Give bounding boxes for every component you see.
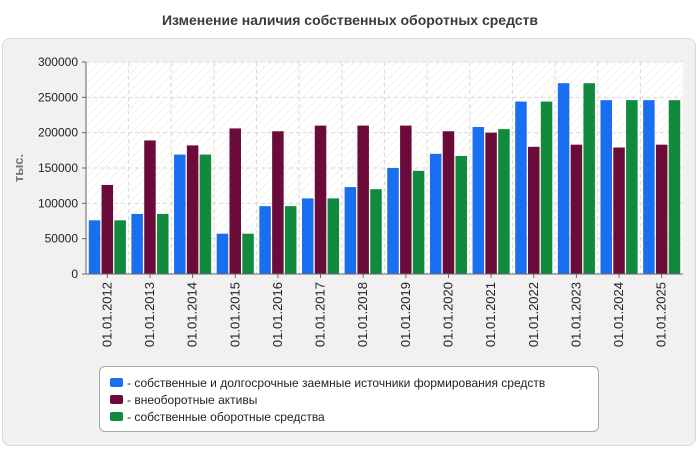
- bar-series-2-01.01.2020: [455, 155, 468, 274]
- legend-item-working-capital: - собственные оборотные средства: [110, 408, 598, 425]
- x-tick-label: 01.01.2012: [99, 282, 114, 347]
- x-tick-label: 01.01.2016: [270, 282, 285, 347]
- bar-series-2-01.01.2023: [583, 83, 595, 274]
- bar-series-0-01.01.2016: [259, 206, 271, 274]
- bar-series-2-01.01.2013: [157, 213, 169, 274]
- legend-item-noncurrent-assets: - внеоборотные активы: [110, 391, 598, 408]
- bar-series-2-01.01.2012: [114, 220, 126, 274]
- bar-series-1-01.01.2022: [528, 146, 540, 274]
- chart-title: Изменение наличия собственных оборотных …: [161, 12, 539, 28]
- legend-label-sources: - собственные и долгосрочные заемные ист…: [127, 375, 546, 390]
- bar-series-2-01.01.2022: [540, 101, 553, 274]
- x-tick-label: 01.01.2013: [142, 282, 157, 347]
- bar-series-2-01.01.2015: [242, 233, 254, 274]
- bar-series-1-01.01.2023: [570, 144, 583, 274]
- bar-series-1-01.01.2014: [186, 145, 199, 274]
- x-tick-label: 01.01.2025: [654, 282, 669, 347]
- y-tick-label: 300000: [38, 55, 78, 69]
- bar-series-0-01.01.2024: [600, 100, 612, 274]
- x-tick-label: 01.01.2021: [483, 282, 498, 347]
- y-axis-title: тыс.: [11, 154, 26, 182]
- bar-series-1-01.01.2016: [272, 131, 284, 274]
- bar-series-0-01.01.2025: [643, 100, 655, 274]
- bar-series-1-01.01.2012: [101, 184, 114, 274]
- legend-swatch-sources: [110, 378, 123, 387]
- bar-series-2-01.01.2021: [498, 129, 510, 274]
- legend-label-noncurrent-assets: - внеоборотные активы: [127, 392, 258, 407]
- bar-series-2-01.01.2017: [327, 198, 340, 274]
- bar-series-2-01.01.2019: [412, 170, 425, 274]
- bar-series-2-01.01.2018: [370, 189, 382, 274]
- bar-series-2-01.01.2025: [668, 100, 681, 274]
- bar-series-1-01.01.2018: [357, 125, 369, 274]
- legend-swatch-working-capital: [110, 412, 123, 421]
- bar-series-1-01.01.2021: [485, 132, 497, 274]
- x-tick-label: 01.01.2024: [611, 282, 626, 347]
- bar-series-0-01.01.2018: [344, 187, 357, 274]
- bar-series-0-01.01.2022: [515, 101, 527, 274]
- bar-series-0-01.01.2023: [557, 83, 570, 274]
- bar-series-0-01.01.2017: [301, 198, 314, 274]
- bar-series-1-01.01.2015: [229, 128, 241, 274]
- bar-series-0-01.01.2013: [131, 213, 143, 274]
- bar-series-1-01.01.2017: [314, 125, 327, 274]
- x-tick-label: 01.01.2020: [440, 282, 455, 347]
- bar-series-0-01.01.2021: [472, 127, 485, 274]
- y-tick-label: 100000: [38, 196, 78, 210]
- legend-item-sources: - собственные и долгосрочные заемные ист…: [110, 374, 598, 391]
- x-tick-label: 01.01.2018: [355, 282, 370, 347]
- y-tick-label: 200000: [38, 126, 78, 140]
- legend-label-working-capital: - собственные оборотные средства: [127, 409, 325, 424]
- y-tick-label: 250000: [38, 90, 78, 104]
- x-tick-label: 01.01.2014: [185, 282, 200, 347]
- x-tick-label: 01.01.2019: [398, 282, 413, 347]
- x-tick-label: 01.01.2017: [313, 282, 328, 347]
- x-tick-label: 01.01.2015: [227, 282, 242, 347]
- y-tick-label: 150000: [38, 161, 78, 175]
- legend-swatch-noncurrent-assets: [110, 395, 123, 404]
- bar-series-2-01.01.2024: [626, 100, 638, 274]
- x-tick-label: 01.01.2023: [568, 282, 583, 347]
- bar-series-0-01.01.2012: [88, 220, 101, 274]
- y-tick-label: 50000: [45, 232, 79, 246]
- bar-series-2-01.01.2014: [199, 154, 212, 274]
- bar-series-0-01.01.2020: [429, 153, 442, 274]
- bar-series-1-01.01.2025: [655, 144, 668, 274]
- x-tick-label: 01.01.2022: [526, 282, 541, 347]
- bar-series-1-01.01.2020: [442, 131, 455, 274]
- bar-series-2-01.01.2016: [284, 206, 297, 274]
- bar-series-0-01.01.2015: [216, 233, 229, 274]
- y-tick-label: 0: [71, 267, 78, 281]
- bar-series-1-01.01.2019: [400, 125, 412, 274]
- bar-series-1-01.01.2024: [613, 147, 625, 274]
- chart-legend: - собственные и долгосрочные заемные ист…: [99, 366, 599, 432]
- bar-series-0-01.01.2014: [174, 154, 186, 274]
- bar-series-0-01.01.2019: [387, 168, 399, 274]
- bar-series-1-01.01.2013: [144, 140, 156, 274]
